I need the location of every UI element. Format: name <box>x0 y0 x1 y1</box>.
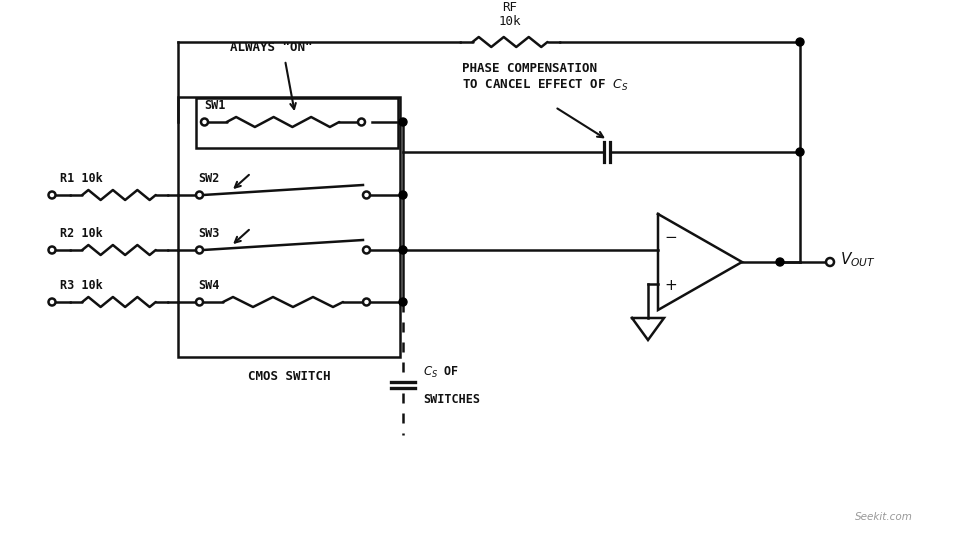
Circle shape <box>201 118 208 125</box>
Text: −: − <box>664 230 677 245</box>
Text: SW2: SW2 <box>197 172 219 185</box>
Text: Seekit.com: Seekit.com <box>854 512 912 522</box>
Text: PHASE COMPENSATION: PHASE COMPENSATION <box>461 62 596 75</box>
Text: $V_{OUT}$: $V_{OUT}$ <box>839 251 875 270</box>
Circle shape <box>195 299 203 305</box>
Text: RF: RF <box>502 1 517 14</box>
Text: SW3: SW3 <box>197 227 219 240</box>
Text: $C_S$ OF: $C_S$ OF <box>423 365 459 380</box>
Circle shape <box>399 191 406 199</box>
Circle shape <box>195 191 203 199</box>
Circle shape <box>826 258 833 266</box>
Text: 10k: 10k <box>498 15 521 28</box>
Text: SW1: SW1 <box>204 99 225 112</box>
Text: CMOS SWITCH: CMOS SWITCH <box>247 371 330 383</box>
Text: +: + <box>664 278 677 294</box>
Circle shape <box>362 299 369 305</box>
Bar <box>178 97 400 357</box>
Text: R1 10k: R1 10k <box>60 172 103 185</box>
Text: R2 10k: R2 10k <box>60 227 103 240</box>
Circle shape <box>399 298 406 306</box>
Text: SW4: SW4 <box>197 279 219 292</box>
Circle shape <box>49 191 56 199</box>
Text: R3 10k: R3 10k <box>60 279 103 292</box>
Circle shape <box>49 246 56 254</box>
Circle shape <box>795 38 803 46</box>
Circle shape <box>195 246 203 254</box>
Bar <box>195 98 398 148</box>
Circle shape <box>775 258 784 266</box>
Circle shape <box>358 118 364 125</box>
Text: TO CANCEL EFFECT OF $C_S$: TO CANCEL EFFECT OF $C_S$ <box>461 78 628 93</box>
Circle shape <box>362 246 369 254</box>
Circle shape <box>399 246 406 254</box>
Text: SWITCHES: SWITCHES <box>423 393 480 406</box>
Circle shape <box>362 191 369 199</box>
Circle shape <box>399 118 406 126</box>
Circle shape <box>49 299 56 305</box>
Circle shape <box>795 148 803 156</box>
Text: ALWAYS "ON": ALWAYS "ON" <box>230 41 313 54</box>
